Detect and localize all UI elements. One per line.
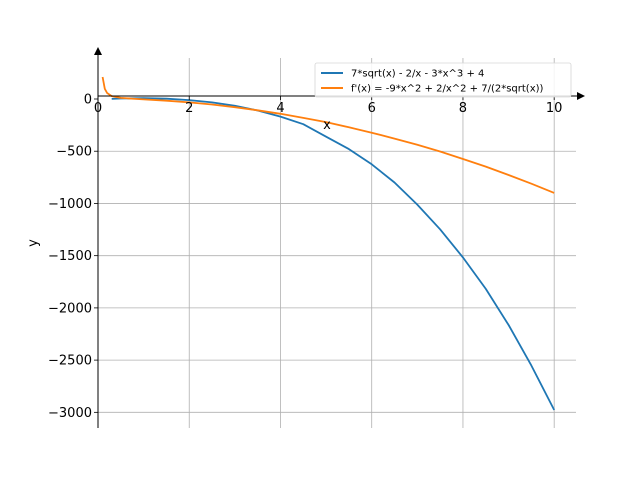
- y-axis-arrow-icon: [94, 47, 102, 55]
- series-line-2: [101, 76, 555, 194]
- x-axis-arrow-icon: [577, 92, 585, 100]
- x-tick-label: 6: [368, 101, 376, 116]
- x-tick-label: 10: [546, 101, 563, 116]
- y-tick-label: −2000: [48, 301, 92, 316]
- grid: [98, 58, 576, 428]
- y-tick-label: −2500: [48, 354, 92, 369]
- y-tick-label: −1000: [48, 197, 92, 212]
- series-layer: [101, 76, 556, 411]
- legend-label-series-2: f'(x) = -9*x^2 + 2/x^2 + 7/(2*sqrt(x)): [351, 84, 544, 95]
- x-tick-label: 4: [276, 101, 284, 116]
- x-axis-label: x: [323, 118, 331, 133]
- axes: [94, 47, 585, 428]
- series-line-1: [111, 97, 556, 411]
- x-tick-label: 8: [459, 101, 467, 116]
- legend: 7*sqrt(x) - 2/x - 3*x^3 + 4 f'(x) = -9*x…: [314, 62, 572, 98]
- legend-label-series-1: 7*sqrt(x) - 2/x - 3*x^3 + 4: [351, 69, 484, 80]
- ticks: 0 2 4 6 8 10 0 −500 −1000 −1500 −2000 −2500 −3000: [48, 93, 562, 421]
- legend-box: [314, 62, 572, 98]
- y-axis-label: y: [26, 239, 41, 247]
- x-tick-label: 0: [94, 101, 102, 116]
- y-tick-label: −1500: [48, 249, 92, 264]
- x-tick-label: 2: [185, 101, 193, 116]
- y-tick-label: 0: [84, 93, 92, 108]
- y-tick-label: −3000: [48, 406, 92, 421]
- y-tick-label: −500: [56, 145, 92, 160]
